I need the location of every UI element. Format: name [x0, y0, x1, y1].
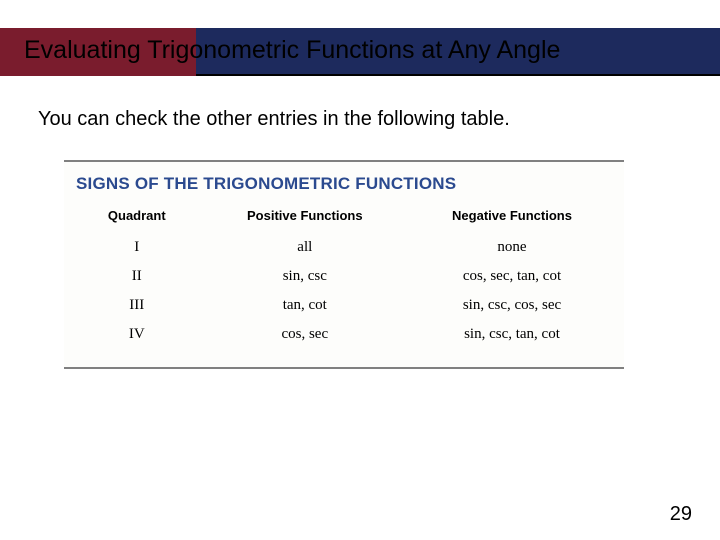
cell-quadrant: III [64, 291, 210, 320]
table-header-row: Quadrant Positive Functions Negative Fun… [64, 200, 624, 233]
table-row: I all none [64, 233, 624, 262]
col-header-negative: Negative Functions [400, 200, 624, 233]
cell-negative: sin, csc, tan, cot [400, 320, 624, 349]
col-header-positive: Positive Functions [210, 200, 400, 233]
cell-negative: cos, sec, tan, cot [400, 262, 624, 291]
cell-quadrant: IV [64, 320, 210, 349]
slide-body-text: You can check the other entries in the f… [38, 108, 510, 131]
cell-positive: all [210, 233, 400, 262]
col-header-quadrant: Quadrant [64, 200, 210, 233]
card-heading: SIGNS OF THE TRIGONOMETRIC FUNCTIONS [64, 162, 624, 200]
slide-title: Evaluating Trigonometric Functions at An… [24, 36, 560, 65]
cell-positive: sin, csc [210, 262, 400, 291]
cell-negative: none [400, 233, 624, 262]
cell-quadrant: II [64, 262, 210, 291]
cell-quadrant: I [64, 233, 210, 262]
cell-positive: tan, cot [210, 291, 400, 320]
table-row: II sin, csc cos, sec, tan, cot [64, 262, 624, 291]
signs-table: Quadrant Positive Functions Negative Fun… [64, 200, 624, 349]
cell-negative: sin, csc, cos, sec [400, 291, 624, 320]
page-number: 29 [670, 503, 692, 526]
slide: Evaluating Trigonometric Functions at An… [0, 0, 720, 540]
signs-card: SIGNS OF THE TRIGONOMETRIC FUNCTIONS Qua… [64, 160, 624, 369]
table-row: III tan, cot sin, csc, cos, sec [64, 291, 624, 320]
cell-positive: cos, sec [210, 320, 400, 349]
table-row: IV cos, sec sin, csc, tan, cot [64, 320, 624, 349]
